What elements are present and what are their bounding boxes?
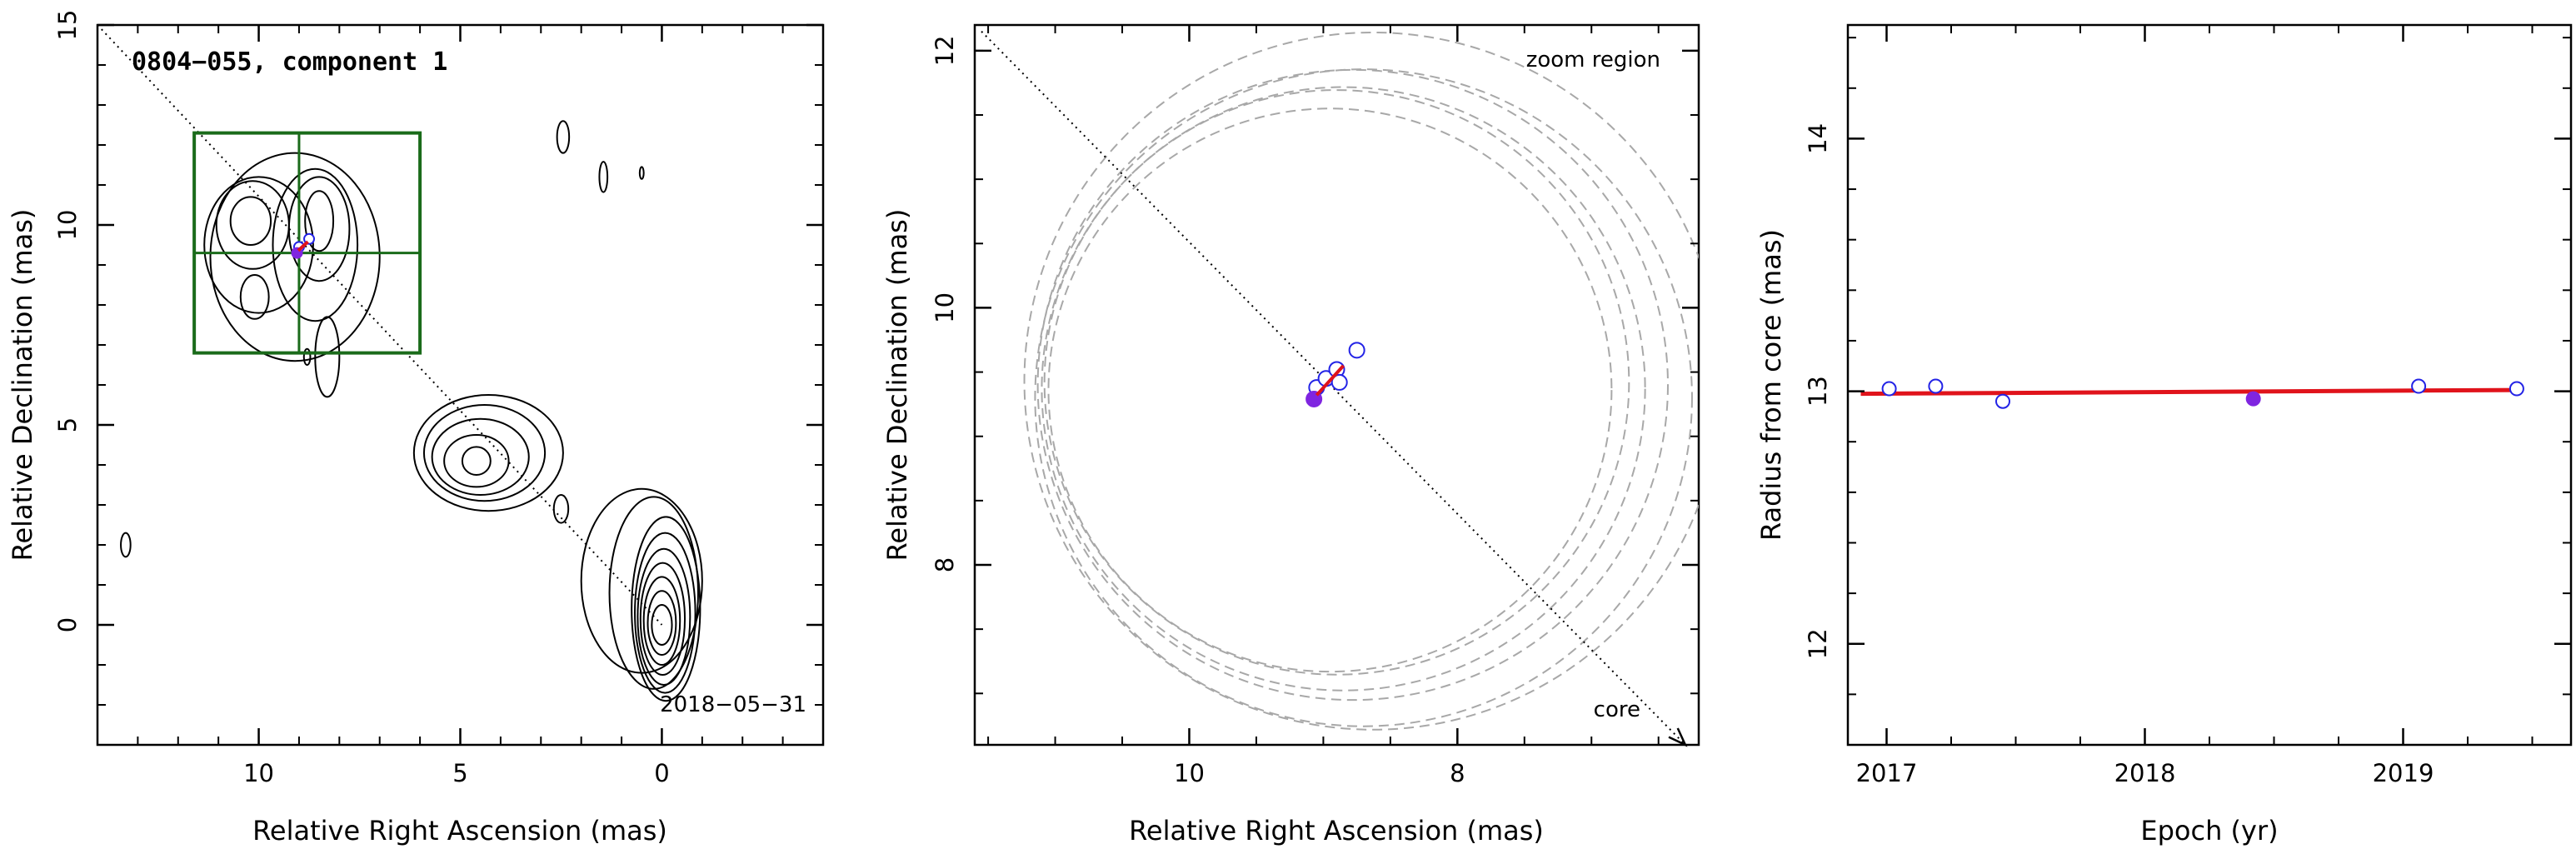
fov-circle bbox=[1036, 68, 1669, 702]
x-tick-label: 10 bbox=[243, 759, 274, 787]
contour-level bbox=[443, 434, 510, 488]
x-tick-label: 2018 bbox=[2114, 759, 2176, 787]
contour-level bbox=[209, 152, 381, 362]
contour-level bbox=[608, 496, 699, 690]
contour-level bbox=[412, 393, 564, 512]
open-data-point bbox=[1928, 378, 1944, 394]
contour-level bbox=[634, 532, 696, 694]
contour-level bbox=[556, 120, 571, 154]
contour-level bbox=[431, 417, 530, 497]
axis-ticks: 2017 2018 2019 12 13 14 bbox=[1804, 25, 2571, 787]
y-tick-label: 12 bbox=[1804, 628, 1832, 659]
plot-frame bbox=[1846, 23, 2573, 747]
contour-level bbox=[461, 446, 492, 477]
open-data-point bbox=[1348, 342, 1365, 359]
radius-fit-line bbox=[1860, 387, 2520, 397]
open-data-point bbox=[1881, 381, 1897, 397]
y-tick-label: 0 bbox=[53, 617, 82, 632]
contour-level bbox=[314, 316, 341, 398]
contour-map-marks bbox=[97, 24, 703, 702]
y-tick-label: 10 bbox=[931, 292, 959, 323]
open-data-point bbox=[1995, 393, 2010, 409]
contour-level bbox=[272, 167, 359, 322]
current-epoch-point bbox=[2245, 391, 2261, 407]
panel-contour-map: 10 5 0 0 5 10 15 0804−055, component 1 2018−05… bbox=[7, 10, 825, 847]
panel-radius-vs-epoch: 2017 2018 2019 12 13 14 Epoch (yr) Radius fro… bbox=[1755, 23, 2573, 847]
contour-level bbox=[642, 576, 681, 667]
axis-ticks: 10 8 8 10 12 bbox=[931, 25, 1699, 787]
contour-level bbox=[646, 590, 677, 656]
y-tick-label: 5 bbox=[53, 417, 82, 432]
fov-circle bbox=[1023, 32, 1699, 731]
contour-level bbox=[120, 532, 132, 558]
contour-level bbox=[637, 547, 691, 687]
contour-level bbox=[638, 166, 645, 180]
contour-level bbox=[422, 403, 547, 502]
contour-level bbox=[639, 562, 686, 676]
contour-level bbox=[304, 190, 335, 252]
core-annotation: core bbox=[1594, 697, 1640, 722]
contour-level bbox=[651, 604, 673, 646]
contour-level bbox=[580, 487, 703, 674]
open-data-point bbox=[1330, 373, 1348, 391]
contour-level bbox=[287, 176, 351, 282]
x-tick-label: 2019 bbox=[2373, 759, 2434, 787]
contour-level bbox=[302, 347, 312, 366]
y-tick-label: 8 bbox=[931, 557, 959, 572]
x-axis-label: Relative Right Ascension (mas) bbox=[1129, 815, 1544, 847]
x-tick-label: 8 bbox=[1450, 759, 1465, 787]
contour-level bbox=[552, 494, 570, 524]
panel-zoom-region: 10 8 8 10 12 zoom region core Relative Right… bbox=[881, 23, 1700, 847]
clipped-marks bbox=[981, 31, 1699, 745]
open-data-point bbox=[2509, 381, 2524, 397]
panel-title: 0804−055, component 1 bbox=[132, 47, 447, 77]
plot-frame bbox=[973, 23, 1700, 747]
y-axis-label: Radius from core (mas) bbox=[1755, 229, 1787, 541]
contour-level bbox=[203, 176, 314, 314]
trajectory-fit-segment bbox=[1315, 364, 1345, 397]
y-tick-label: 15 bbox=[53, 10, 82, 41]
zoom-region-box bbox=[192, 131, 422, 355]
y-tick-label: 10 bbox=[53, 210, 82, 241]
zoom-marks bbox=[981, 31, 1699, 747]
direction-to-core-line bbox=[97, 24, 663, 626]
x-tick-label: 10 bbox=[1174, 759, 1205, 787]
trajectory-fit-segment bbox=[297, 240, 309, 252]
x-tick-label: 0 bbox=[654, 759, 669, 787]
axis-ticks: 10 5 0 0 5 10 15 bbox=[53, 10, 824, 787]
y-axis-label: Relative Declination (mas) bbox=[7, 209, 38, 562]
x-tick-label: 5 bbox=[452, 759, 467, 787]
fov-circle bbox=[1047, 107, 1613, 673]
contour-level bbox=[598, 161, 609, 193]
x-axis-label: Epoch (yr) bbox=[2140, 815, 2278, 847]
core-direction-arrowhead bbox=[1668, 727, 1688, 747]
x-tick-label: 2017 bbox=[1856, 759, 1918, 787]
radius-marks bbox=[1860, 378, 2524, 409]
fov-circle bbox=[1034, 68, 1693, 727]
zoom-region-annotation: zoom region bbox=[1526, 47, 1660, 72]
fov-circle bbox=[1041, 86, 1646, 692]
direction-to-core-line bbox=[981, 31, 1686, 745]
contour-level bbox=[229, 196, 272, 247]
y-axis-label: Relative Declination (mas) bbox=[881, 209, 913, 562]
y-tick-label: 14 bbox=[1804, 123, 1832, 154]
contour-level bbox=[239, 274, 270, 320]
open-data-point bbox=[2411, 378, 2427, 394]
epoch-annotation: 2018−05−31 bbox=[660, 692, 806, 717]
y-tick-label: 13 bbox=[1804, 376, 1832, 407]
x-axis-label: Relative Right Ascension (mas) bbox=[252, 815, 667, 847]
y-tick-label: 12 bbox=[931, 35, 959, 66]
